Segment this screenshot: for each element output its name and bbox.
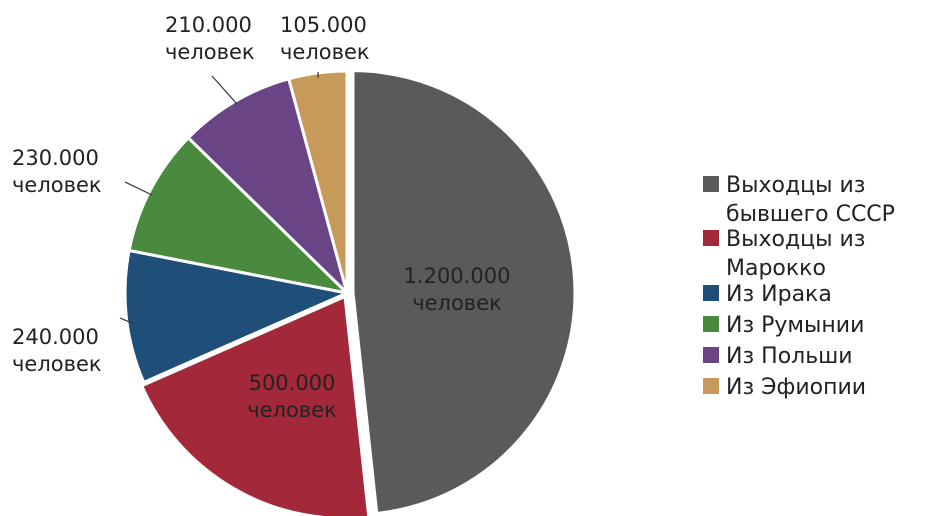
legend-swatch (703, 230, 719, 246)
pie-slice-romania (127, 135, 352, 296)
leader-line (124, 181, 153, 196)
data-label-line: человек (247, 398, 337, 422)
data-label-poland: 210.000 человек (165, 13, 255, 64)
leader-line (211, 75, 238, 105)
data-label-romania: 230.000 человек (12, 146, 102, 197)
legend-label-line: Из Эфиопии (726, 375, 866, 400)
data-label-fsu: 1.200.000 человек (404, 264, 511, 315)
leader-lines (119, 72, 319, 325)
data-label-line: человек (12, 352, 102, 376)
legend-label-line: Выходцы из (726, 227, 866, 252)
leader-line (119, 317, 135, 325)
data-label-line: человек (412, 291, 502, 315)
data-label-line: 500.000 (249, 371, 336, 395)
legend-item-iraq: Из Ирака (703, 282, 832, 307)
legend-item-ethiopia: Из Эфиопии (703, 375, 866, 400)
legend-label-line: Из Ирака (726, 282, 832, 307)
legend-swatch (703, 285, 719, 301)
legend-label-line: бывшего СССР (726, 202, 895, 227)
data-label-line: 230.000 (12, 146, 99, 170)
legend-swatch (703, 378, 719, 394)
legend-swatch (703, 316, 719, 332)
legend-label: Из Польши (726, 344, 853, 369)
legend-item-romania: Из Румынии (703, 313, 864, 338)
data-label-line: человек (12, 173, 102, 197)
legend-label: Из Ирака (726, 282, 832, 307)
legend-label-line: Из Польши (726, 344, 853, 369)
legend-label: Выходцы из Марокко (726, 227, 866, 281)
data-label-ethiopia: 105.000 человек (280, 13, 370, 64)
data-label-line: 105.000 (280, 13, 367, 37)
legend-item-morocco: Выходцы из Марокко (703, 227, 866, 281)
legend-label: Из Эфиопии (726, 375, 866, 400)
data-label-iraq: 240.000 человек (12, 325, 102, 376)
legend-item-poland: Из Польши (703, 344, 853, 369)
legend-label-line: Марокко (726, 256, 826, 281)
data-label-morocco: 500.000 человек (247, 371, 337, 422)
data-label-line: 1.200.000 (404, 264, 511, 288)
data-label-line: человек (165, 40, 255, 64)
legend-item-fsu: Выходцы из бывшего СССР (703, 173, 895, 227)
pie-slices (123, 69, 577, 516)
legend-label: Из Румынии (726, 313, 864, 338)
data-label-line: человек (280, 40, 370, 64)
pie-slice-fsu (351, 69, 577, 516)
legend-label: Выходцы из бывшего СССР (726, 173, 895, 227)
pie-slice-morocco (139, 294, 371, 516)
legend-label-line: Выходцы из (726, 173, 866, 198)
data-label-line: 210.000 (165, 13, 252, 37)
data-label-line: 240.000 (12, 325, 99, 349)
legend-swatch (703, 176, 719, 192)
data-labels: 1.200.000 человек 500.000 человек 240.000 чел… (12, 13, 510, 422)
legend-swatch (703, 347, 719, 363)
legend-label-line: Из Румынии (726, 313, 864, 338)
